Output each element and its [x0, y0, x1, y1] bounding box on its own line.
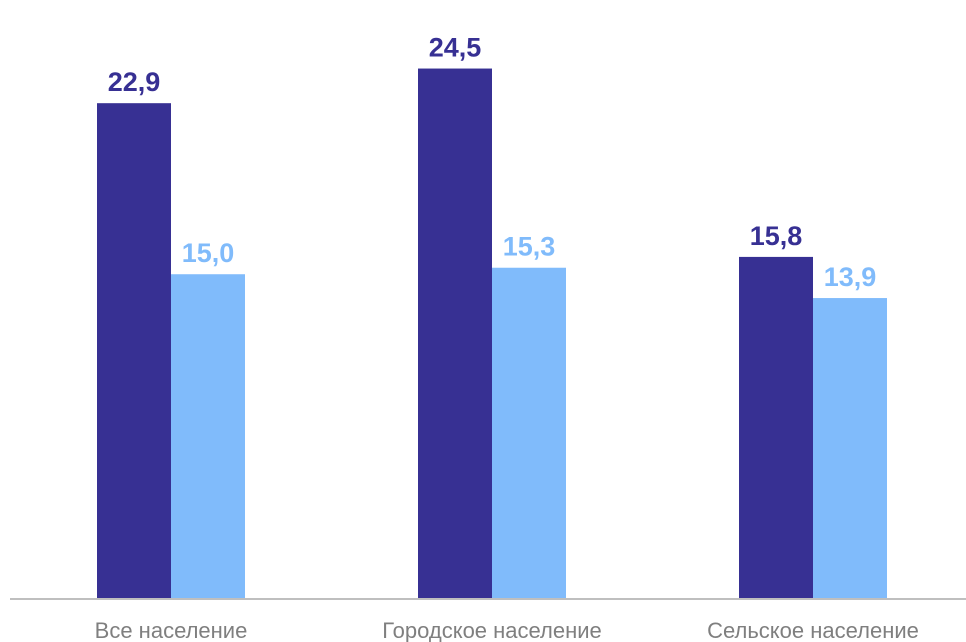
bar-series2-cat2	[492, 267, 566, 599]
value-label-series2-cat3: 13,9	[824, 262, 877, 292]
value-labels-layer: 22,9 15,0 24,5 15,3 15,8 13,9	[108, 33, 877, 293]
category-label-3: Сельское население	[707, 618, 919, 642]
bars-layer	[97, 68, 887, 600]
bar-series1-cat1	[97, 103, 171, 600]
value-label-series1-cat1: 22,9	[108, 67, 161, 97]
bar-series1-cat2	[418, 68, 492, 600]
category-label-2: Городское население	[382, 618, 602, 642]
value-label-series1-cat2: 24,5	[429, 33, 482, 63]
value-label-series1-cat3: 15,8	[750, 221, 803, 251]
bar-series2-cat3	[813, 298, 887, 599]
value-label-series2-cat2: 15,3	[503, 232, 556, 262]
value-label-series2-cat1: 15,0	[182, 238, 235, 268]
category-label-1: Все население	[95, 618, 248, 642]
bar-series2-cat1	[171, 274, 245, 599]
bar-series1-cat3	[739, 256, 813, 599]
category-labels-layer: Все население Городское население Сельское…	[95, 618, 919, 642]
